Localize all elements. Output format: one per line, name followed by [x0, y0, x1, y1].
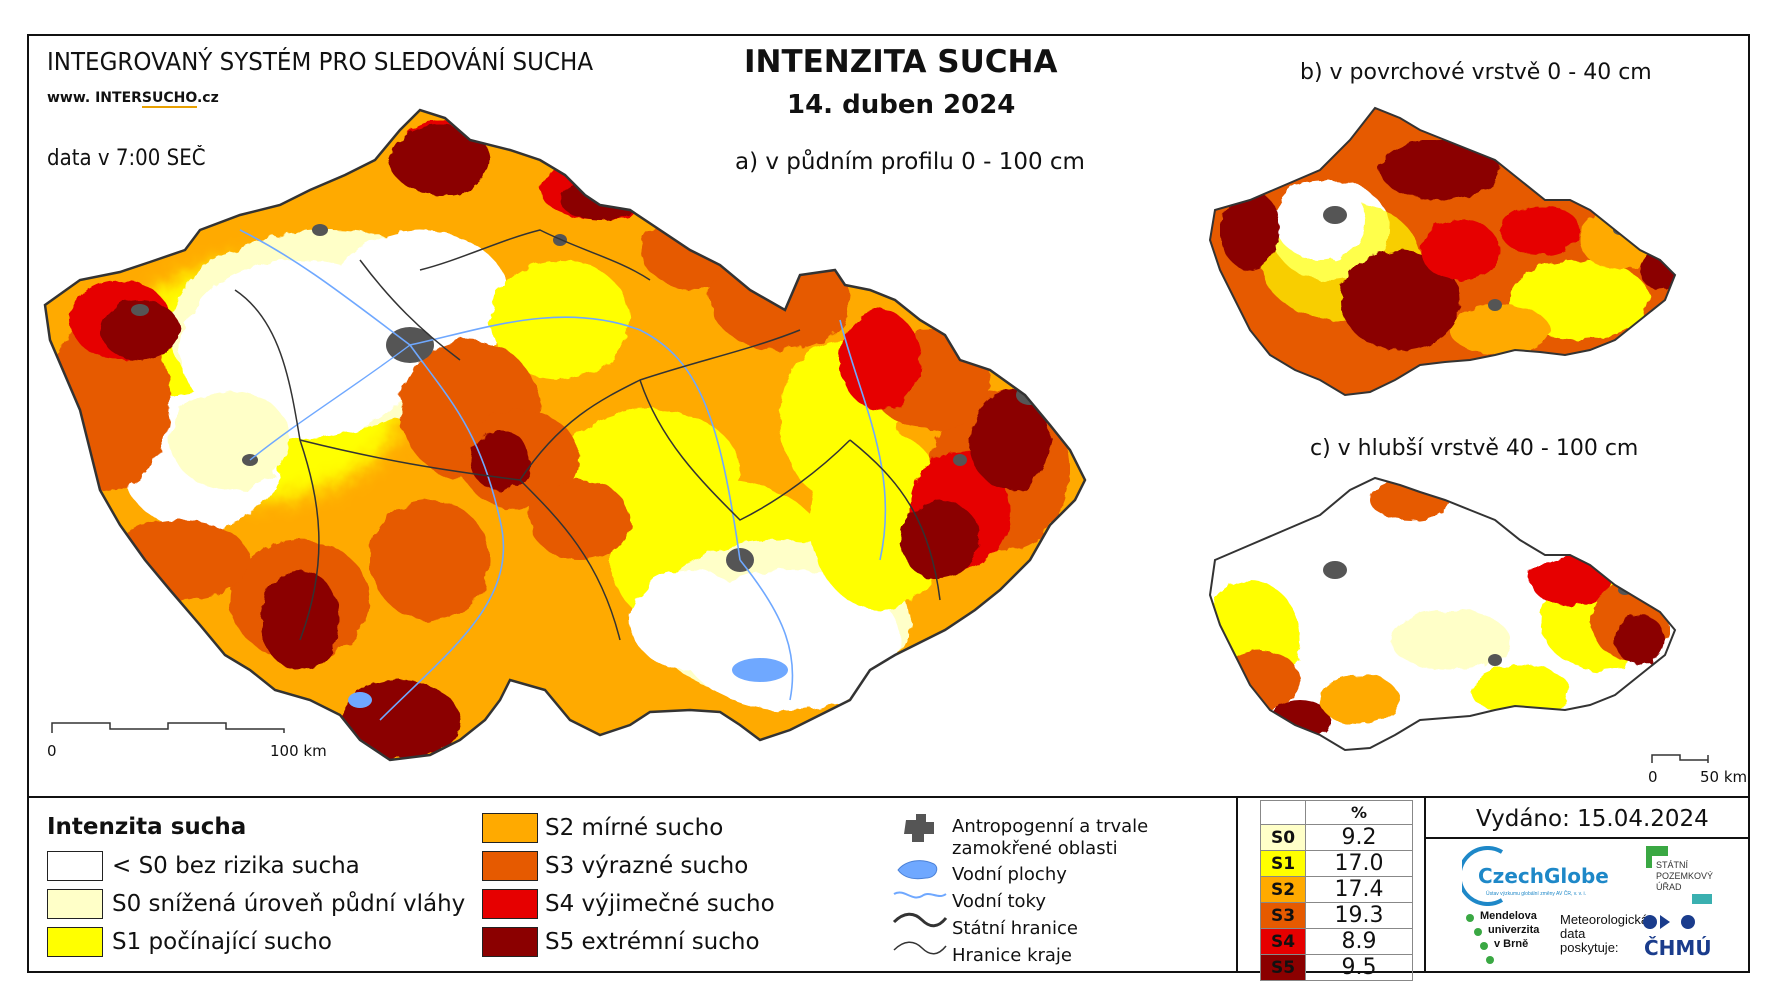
scale-small-end: 50 km	[1700, 768, 1748, 786]
table-code-s1: S1	[1260, 850, 1306, 877]
map-date: 14. duben 2024	[787, 90, 1016, 120]
table-code-s3: S3	[1260, 902, 1306, 929]
table-row: S0 9.2	[1260, 824, 1413, 851]
table-header-percent: %	[1305, 800, 1413, 825]
table-value-s2: 17.4	[1305, 876, 1413, 903]
river-icon	[893, 891, 947, 899]
scale-main-start: 0	[47, 742, 57, 760]
legend-swatch-s3	[482, 851, 538, 881]
bottom-right-map-label: c) v hlubší vrstvě 40 - 100 cm	[1310, 436, 1639, 461]
table-value-s0: 9.2	[1305, 824, 1413, 851]
scale-bar-main	[51, 722, 285, 733]
scale-bar-small	[1651, 754, 1709, 763]
mendel-dot-1	[1466, 914, 1474, 922]
legend-swatch-s4	[482, 889, 538, 919]
legend-label-s3: S3 výrazné sucho	[545, 853, 749, 879]
symbol-rivers: Vodní toky	[952, 891, 1046, 912]
symbol-water-bodies: Vodní plochy	[952, 864, 1067, 885]
table-value-s5: 9.5	[1305, 954, 1413, 981]
symbol-state-border: Státní hranice	[952, 918, 1078, 939]
meteo-text-3: poskytuje:	[1560, 940, 1619, 955]
table-row: S5 9.5	[1260, 954, 1413, 981]
map-symbols	[892, 814, 948, 955]
legend-top-divider	[27, 796, 1750, 798]
spu-mark-side	[1646, 846, 1652, 868]
czechglobe-logo: CzechGlobe Ústav výzkumu globální změny …	[1462, 846, 1612, 906]
legend-label-s5: S5 extrémní sucho	[545, 929, 760, 955]
anthropogenic-icon	[904, 814, 934, 842]
legend-label-below-s0: < S0 bez rizika sucha	[112, 853, 360, 879]
drought-percent-table: % S0 9.2 S1 17.0 S2 17.4 S3 19.3 S4 8.9 …	[1260, 800, 1413, 981]
region-border-icon	[893, 941, 947, 955]
legend-swatch-s0	[47, 889, 103, 919]
data-time: data v 7:00 SEČ	[47, 146, 206, 171]
legend-label-s0: S0 snížená úroveň půdní vláhy	[112, 891, 466, 917]
table-value-s3: 19.3	[1305, 902, 1413, 929]
mendel-text-3: v Brně	[1494, 938, 1529, 950]
spu-text-3: ÚŘAD	[1656, 882, 1682, 892]
table-header-row: %	[1260, 800, 1413, 825]
main-map-label: a) v půdním profilu 0 - 100 cm	[735, 149, 1085, 175]
spu-mark-icon	[1646, 846, 1668, 856]
mendel-text-2: univerzita	[1488, 924, 1540, 936]
legend-divider-2	[1424, 796, 1426, 973]
legend-swatch-s5	[482, 927, 538, 957]
legend-swatch-s2	[482, 813, 538, 843]
czechglobe-subtitle: Ústav výzkumu globální změny AV ČR, v. v…	[1486, 891, 1587, 897]
table-value-s1: 17.0	[1305, 850, 1413, 877]
spu-text-2: POZEMKOVÝ	[1656, 871, 1714, 881]
table-code-s2: S2	[1260, 876, 1306, 903]
legend-swatch-below-s0	[47, 851, 103, 881]
main-drought-map	[43, 106, 1709, 763]
table-value-s4: 8.9	[1305, 928, 1413, 955]
meteo-text-2: data	[1560, 926, 1586, 941]
mendel-dot-2	[1474, 928, 1482, 936]
state-border-icon	[892, 912, 948, 928]
issued-divider	[1424, 837, 1750, 839]
spu-text-1: STÁTNÍ	[1656, 860, 1689, 870]
scale-main-end: 100 km	[270, 742, 327, 760]
legend-label-s1: S1 počínající sucho	[112, 929, 332, 955]
chmu-name: ČHMÚ	[1644, 936, 1712, 960]
website-suffix: .cz	[196, 90, 219, 106]
table-code-s5: S5	[1260, 954, 1306, 981]
spu-mark-bottom	[1692, 894, 1712, 904]
website-mid: SUCHO	[141, 90, 197, 108]
table-row: S2 17.4	[1260, 876, 1413, 903]
legend-divider-1	[1236, 796, 1238, 973]
water-body-icon	[897, 860, 938, 880]
mendel-text-1: Mendelova	[1480, 910, 1537, 922]
legend-label-s4: S4 výjimečné sucho	[545, 891, 775, 917]
mendel-dot-3	[1480, 942, 1488, 950]
system-name: INTEGROVANÝ SYSTÉM PRO SLEDOVÁNÍ SUCHA	[47, 47, 594, 76]
legend-label-s2: S2 mírné sucho	[545, 815, 724, 841]
czechglobe-name: CzechGlobe	[1478, 864, 1609, 888]
chmu-mark-icon	[1643, 915, 1695, 929]
legend-title: Intenzita sucha	[47, 814, 247, 840]
issued-date: Vydáno: 15.04.2024	[1476, 806, 1709, 832]
meteo-provider: Meteorologická data poskytuje: ČHMÚ	[1560, 912, 1740, 972]
table-code-s4: S4	[1260, 928, 1306, 955]
top-right-map-label: b) v povrchové vrstvě 0 - 40 cm	[1300, 60, 1652, 85]
website-link[interactable]: www. INTERSUCHO.cz	[47, 90, 219, 108]
table-row: S4 8.9	[1260, 928, 1413, 955]
meteo-text-1: Meteorologická	[1560, 912, 1649, 927]
legend-swatch-s1	[47, 927, 103, 957]
symbol-anthropogenic-2: zamokřené oblasti	[952, 838, 1118, 859]
symbol-region-border: Hranice kraje	[952, 945, 1072, 966]
table-code-s0: S0	[1260, 824, 1306, 851]
table-row: S1 17.0	[1260, 850, 1413, 877]
main-title: INTENZITA SUCHA	[744, 44, 1058, 80]
mendel-logo: Mendelova univerzita v Brně	[1466, 910, 1556, 970]
mendel-dot-4	[1486, 956, 1494, 964]
website-prefix: www. INTER	[47, 90, 142, 106]
spu-logo: STÁTNÍ POZEMKOVÝ ÚŘAD	[1646, 846, 1716, 916]
scale-small-start: 0	[1648, 768, 1658, 786]
table-row: S3 19.3	[1260, 902, 1413, 929]
symbol-anthropogenic-1: Antropogenní a trvale	[952, 816, 1149, 837]
